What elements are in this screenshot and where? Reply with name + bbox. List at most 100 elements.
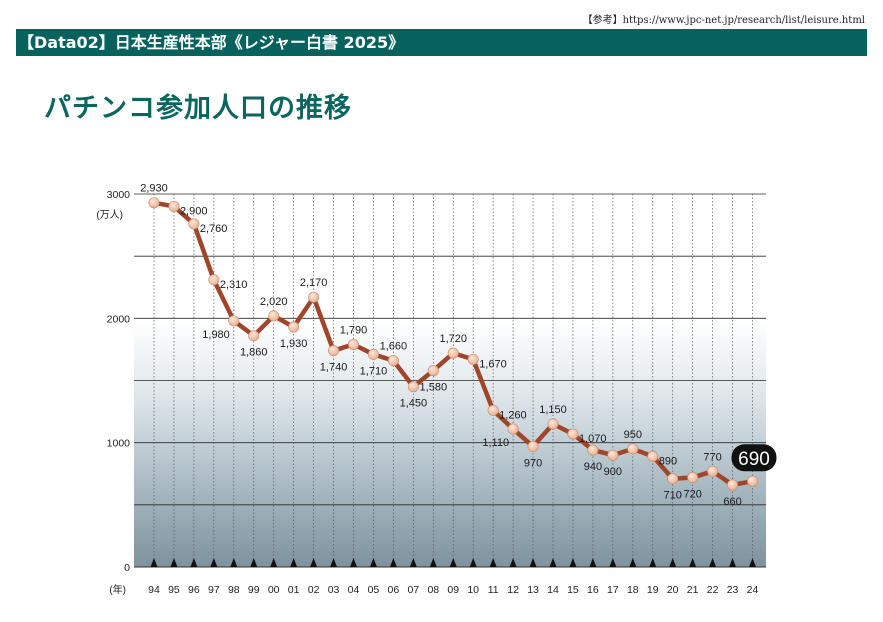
x-tick-label: 99 — [248, 584, 260, 596]
data-labels: 2,930 2,900 2,760 2,310 1,980 1,860 2,020 1,930… — [140, 183, 777, 508]
x-tick-marker — [469, 558, 477, 567]
x-tick-label: 07 — [408, 584, 420, 596]
data-label: 2,020 — [260, 296, 288, 308]
x-tick-label: 16 — [587, 584, 599, 596]
data-label: 940 — [584, 461, 602, 473]
data-label: 1,860 — [240, 347, 268, 359]
x-tick-marker — [409, 558, 417, 567]
data-point — [347, 338, 359, 350]
x-tick-label: 08 — [427, 584, 439, 596]
data-point — [228, 315, 240, 327]
horizontal-gridlines — [134, 193, 766, 506]
data-point — [248, 330, 260, 342]
x-tick-marker — [649, 558, 657, 567]
data-point — [447, 347, 459, 359]
data-point — [727, 479, 739, 491]
y-tick-label: 0 — [124, 562, 130, 574]
y-tick-label: 2000 — [107, 313, 131, 325]
x-tick-label: 22 — [707, 584, 719, 596]
data-point — [367, 348, 379, 360]
data-point — [407, 381, 419, 393]
data-label: 1,580 — [420, 382, 448, 394]
data-point — [427, 365, 439, 377]
data-label: 970 — [524, 457, 542, 469]
x-tick-label: 17 — [607, 584, 619, 596]
x-tick-label: 23 — [727, 584, 739, 596]
x-tick-label: 03 — [328, 584, 340, 596]
data-point — [507, 423, 519, 435]
x-tick-label: 97 — [208, 584, 220, 596]
data-label: 1,150 — [539, 404, 567, 416]
x-tick-marker — [389, 558, 397, 567]
x-tick-marker — [589, 558, 597, 567]
data-label: 710 — [664, 490, 682, 502]
data-label: 1,740 — [320, 362, 348, 374]
y-axis-unit: (万人) — [96, 209, 123, 221]
source-banner: 【Data02】日本生産性本部《レジャー白書 2025》 — [16, 29, 867, 56]
x-tick-label: 24 — [747, 584, 759, 596]
data-label: 900 — [604, 466, 622, 478]
x-tick-marker — [449, 558, 457, 567]
data-label: 1,720 — [439, 333, 467, 345]
x-tick-marker — [489, 558, 497, 567]
x-tick-label: 11 — [488, 584, 499, 596]
x-tick-label: 14 — [547, 584, 559, 596]
data-label: 890 — [659, 455, 677, 467]
data-point — [567, 428, 579, 440]
data-point — [148, 197, 160, 209]
vertical-gridlines — [153, 194, 753, 567]
x-tick-label: 95 — [168, 584, 180, 596]
x-axis-unit: (年) — [109, 583, 126, 596]
y-axis-ticks: 0 1000 2000 3000 — [107, 189, 131, 574]
data-point — [308, 291, 320, 303]
x-tick-marker — [569, 558, 577, 567]
x-tick-marker — [170, 558, 178, 567]
x-tick-label: 04 — [348, 584, 360, 596]
x-tick-marker — [509, 558, 517, 567]
x-tick-marker — [210, 558, 218, 567]
data-point — [268, 310, 280, 322]
data-label: 660 — [723, 496, 741, 508]
data-point — [168, 200, 180, 212]
data-label-highlight: 690 — [738, 449, 770, 470]
x-tick-marker — [749, 558, 756, 567]
x-tick-marker — [709, 558, 717, 567]
data-point — [547, 418, 559, 430]
x-tick-label: 00 — [268, 584, 280, 596]
x-tick-label: 02 — [308, 584, 320, 596]
x-tick-marker — [729, 558, 737, 567]
x-tick-marker — [270, 558, 278, 567]
data-label: 2,900 — [180, 205, 208, 217]
x-tick-marker — [230, 558, 238, 567]
x-tick-label: 10 — [467, 584, 479, 596]
data-label: 1,790 — [340, 324, 368, 336]
x-axis-ticks: 94 95 96 97 98 99 00 01 02 03 04 05 06 07 08 09 10 11 12 13… — [148, 558, 758, 596]
data-label: 1,260 — [499, 409, 527, 421]
data-point — [467, 353, 479, 365]
x-tick-marker — [529, 558, 537, 567]
data-label: 770 — [703, 451, 721, 463]
x-tick-label: 18 — [627, 584, 639, 596]
data-point — [527, 440, 539, 452]
data-point — [188, 218, 200, 230]
x-tick-marker — [369, 558, 377, 567]
data-label: 1,670 — [479, 358, 507, 370]
x-tick-label: 94 — [148, 584, 160, 596]
x-tick-label: 12 — [507, 584, 519, 596]
data-point — [208, 274, 220, 286]
x-tick-marker — [609, 558, 617, 567]
x-tick-label: 01 — [288, 584, 300, 596]
reference-url: 【参考】https://www.jpc-net.jp/research/list… — [582, 15, 865, 26]
data-label: 950 — [624, 429, 642, 441]
x-tick-marker — [350, 558, 357, 567]
data-point — [387, 355, 399, 367]
x-tick-marker — [669, 558, 677, 567]
x-tick-marker — [250, 558, 258, 567]
data-label: 2,170 — [300, 277, 328, 289]
data-point — [687, 471, 699, 483]
data-point — [707, 465, 719, 477]
x-tick-marker — [689, 558, 697, 567]
data-point — [288, 321, 300, 333]
x-tick-marker — [549, 558, 557, 567]
